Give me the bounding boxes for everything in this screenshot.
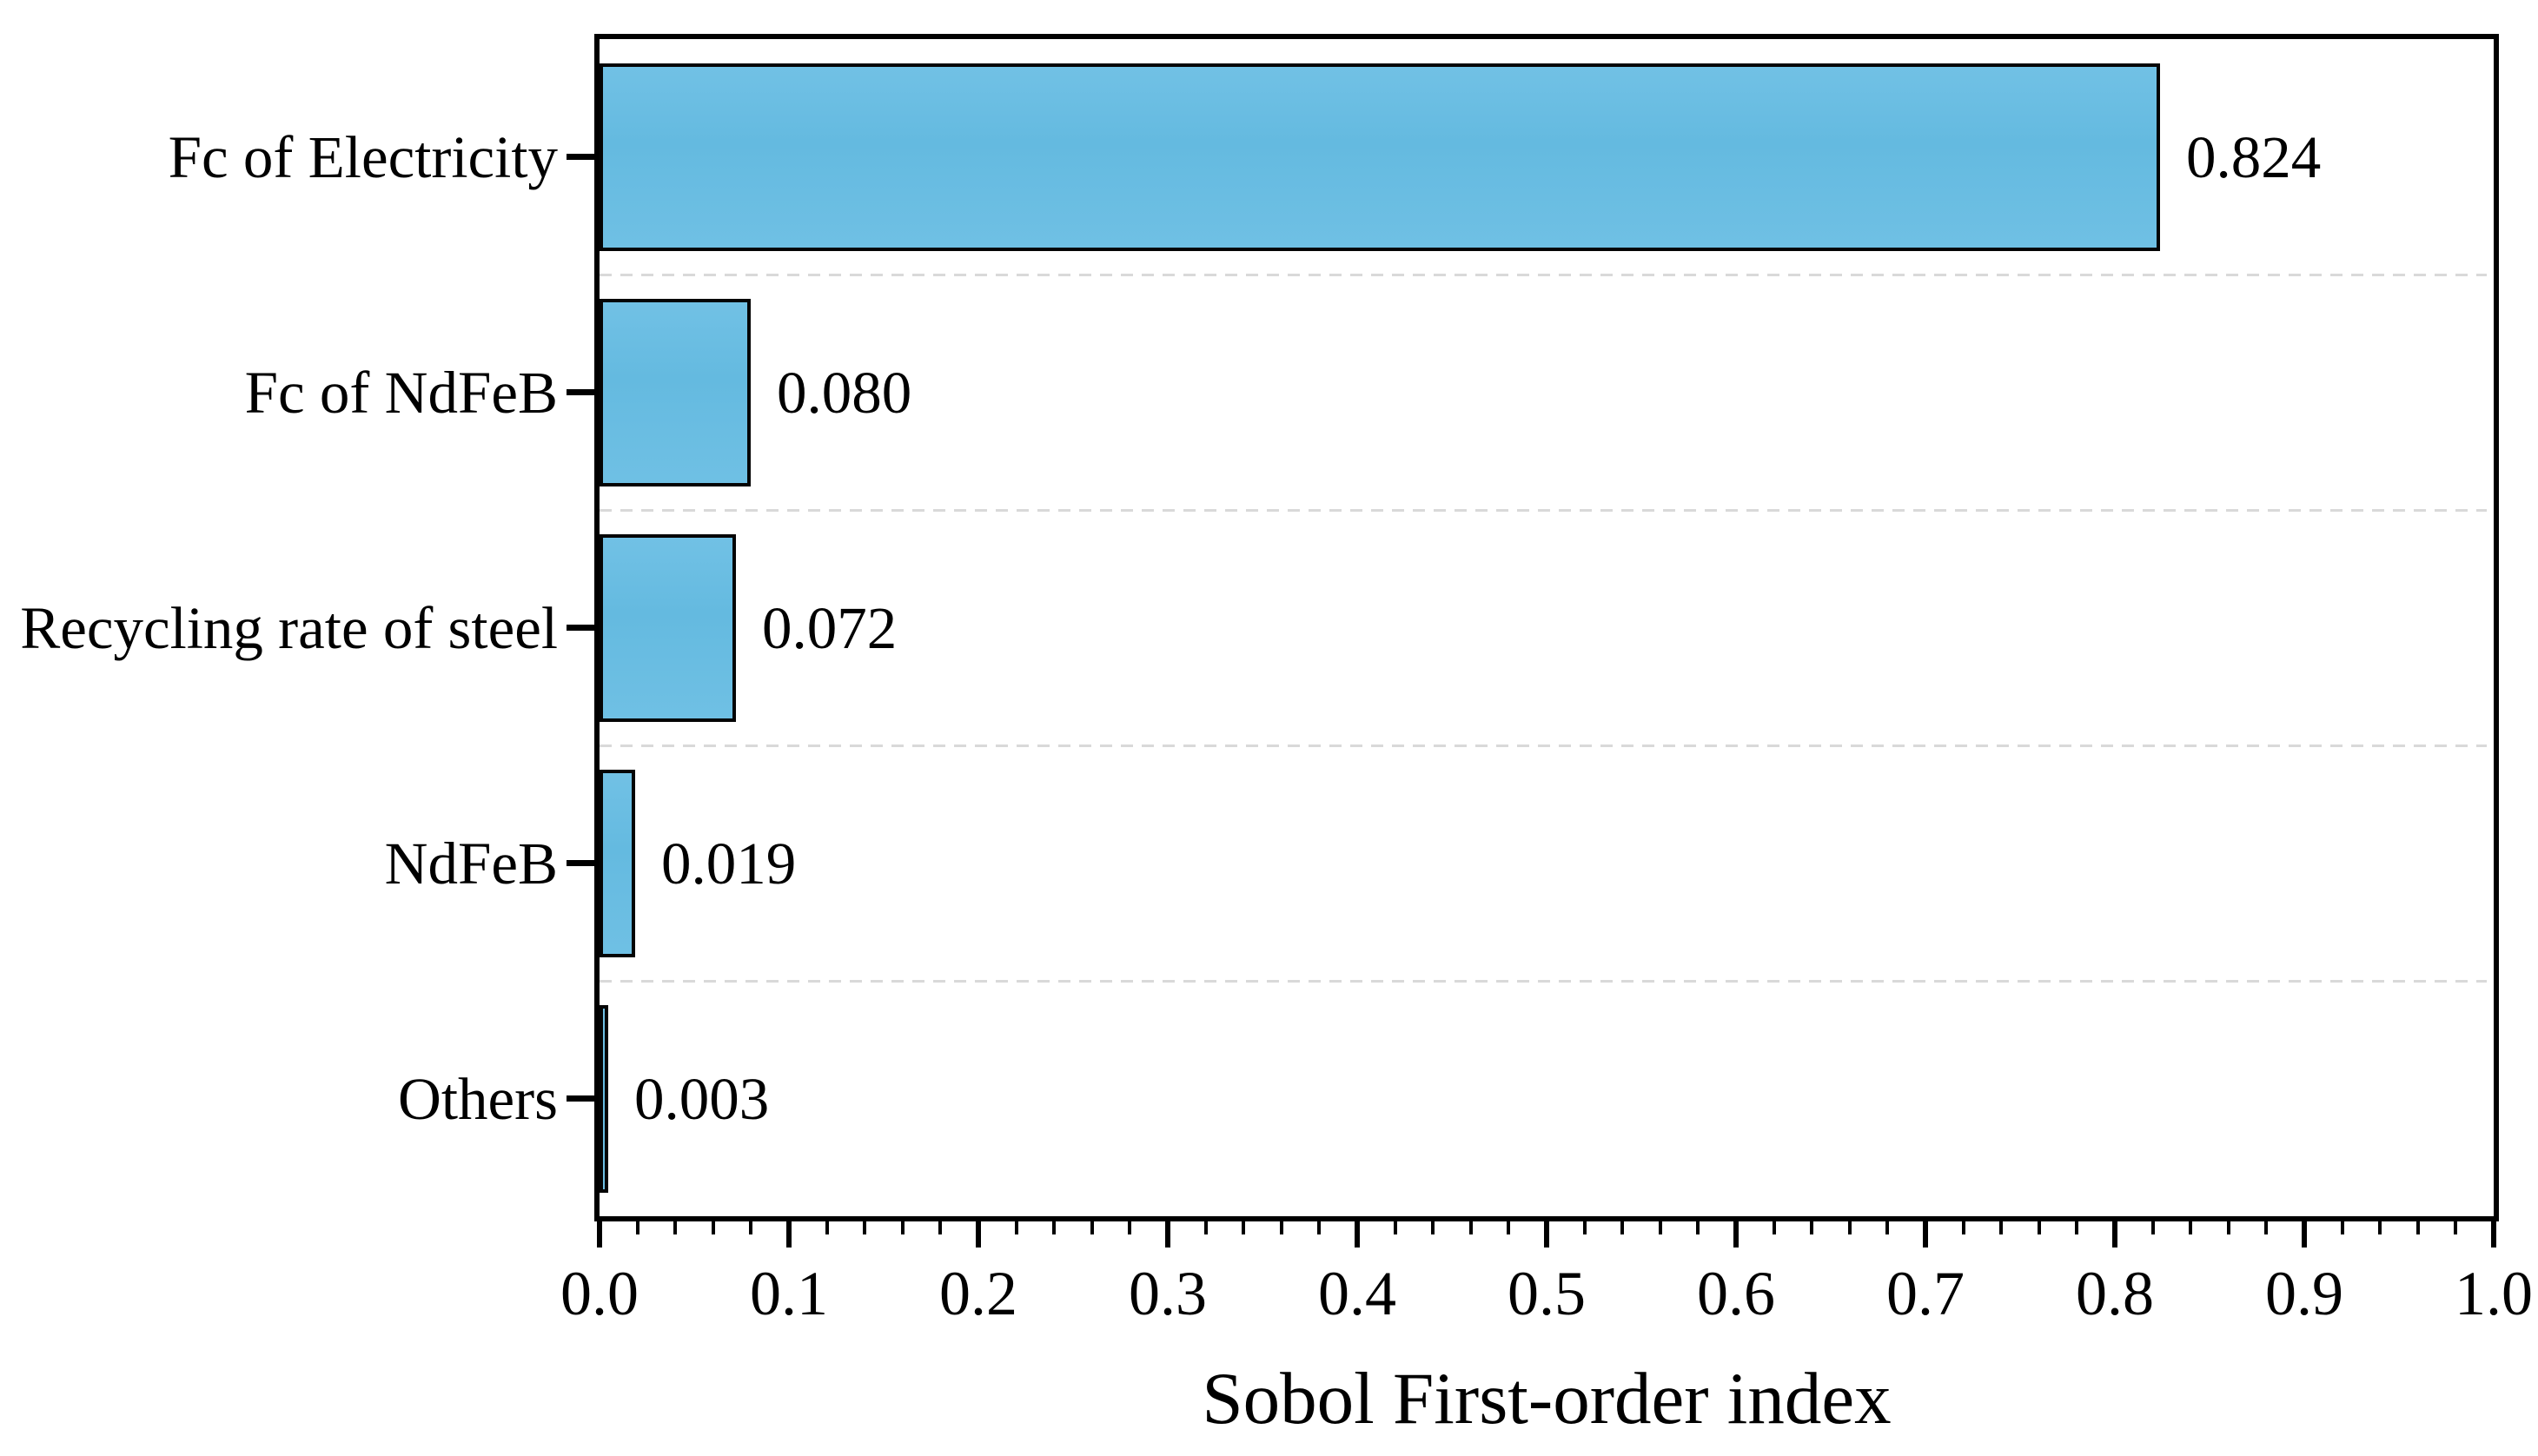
x-axis-minor-tick xyxy=(2226,1221,2230,1234)
category-label: Others xyxy=(398,1065,558,1132)
y-axis-major-tick xyxy=(567,154,600,160)
x-axis-major-tick xyxy=(1733,1221,1739,1248)
x-axis-tick-label: 0.9 xyxy=(2265,1259,2343,1328)
x-axis-major-tick xyxy=(597,1221,602,1248)
category-label: Fc of NdFeB xyxy=(244,359,558,426)
x-axis-major-tick xyxy=(786,1221,792,1248)
x-axis-minor-tick xyxy=(938,1221,943,1234)
x-axis-minor-tick xyxy=(1090,1221,1094,1234)
x-axis-minor-tick xyxy=(673,1221,678,1234)
x-axis-minor-tick xyxy=(635,1221,639,1234)
x-axis-minor-tick xyxy=(1203,1221,1208,1234)
x-axis-minor-tick xyxy=(1885,1221,1890,1234)
x-axis-minor-tick xyxy=(1696,1221,1700,1234)
bar-fc-of-electricity xyxy=(600,63,2160,251)
y-axis-major-tick xyxy=(567,1095,600,1102)
x-axis-minor-tick xyxy=(1279,1221,1283,1234)
x-axis-minor-tick xyxy=(1582,1221,1587,1234)
x-axis-minor-tick xyxy=(2037,1221,2041,1234)
x-axis-minor-tick xyxy=(1014,1221,1018,1234)
y-axis-major-tick xyxy=(567,389,600,395)
x-axis-major-tick xyxy=(1544,1221,1549,1248)
x-axis-minor-tick xyxy=(711,1221,715,1234)
bar-value-label: 0.019 xyxy=(661,830,797,897)
x-axis-minor-tick xyxy=(1468,1221,1473,1234)
x-axis-tick-label: 0.4 xyxy=(1318,1259,1396,1328)
x-axis-tick-label: 0.6 xyxy=(1697,1259,1775,1328)
x-axis-minor-tick xyxy=(1961,1221,1965,1234)
x-axis-minor-tick xyxy=(749,1221,753,1234)
x-axis-tick-label: 0.3 xyxy=(1129,1259,1207,1328)
x-axis-minor-tick xyxy=(2264,1221,2269,1234)
x-axis-tick-label: 0.2 xyxy=(939,1259,1017,1328)
x-axis-minor-tick xyxy=(1393,1221,1397,1234)
category-separator-gridline xyxy=(600,273,2487,276)
x-axis-tick-label: 1.0 xyxy=(2455,1259,2533,1328)
x-axis-major-tick xyxy=(2112,1221,2117,1248)
x-axis-minor-tick xyxy=(2189,1221,2193,1234)
x-axis-minor-tick xyxy=(1999,1221,2004,1234)
x-axis-major-tick xyxy=(2491,1221,2496,1248)
x-axis-minor-tick xyxy=(1317,1221,1322,1234)
x-axis-major-tick xyxy=(1165,1221,1170,1248)
bar-others xyxy=(600,1004,608,1193)
x-axis-minor-tick xyxy=(863,1221,867,1234)
x-axis-minor-tick xyxy=(2075,1221,2079,1234)
bar-recycling-rate-of-steel xyxy=(600,533,736,722)
x-axis-minor-tick xyxy=(2415,1221,2420,1234)
category-separator-gridline xyxy=(600,508,2487,512)
bar-value-label: 0.072 xyxy=(762,594,898,661)
x-axis-minor-tick xyxy=(1242,1221,1246,1234)
x-axis-tick-label: 0.7 xyxy=(1886,1259,1965,1328)
x-axis-tick-label: 0.8 xyxy=(2076,1259,2154,1328)
y-axis-major-tick xyxy=(567,625,600,631)
y-axis-major-tick xyxy=(567,860,600,866)
x-axis-tick-label: 0.5 xyxy=(1508,1259,1586,1328)
x-axis-major-tick xyxy=(976,1221,981,1248)
x-axis-tick-label: 0.0 xyxy=(560,1259,639,1328)
x-axis-minor-tick xyxy=(1772,1221,1776,1234)
x-axis-major-tick xyxy=(1923,1221,1928,1248)
x-axis-minor-tick xyxy=(1847,1221,1852,1234)
x-axis-title: Sobol First-order index xyxy=(1202,1358,1892,1439)
x-axis-minor-tick xyxy=(1658,1221,1662,1234)
x-axis-minor-tick xyxy=(1128,1221,1132,1234)
bar-ndfeb xyxy=(600,769,635,957)
x-axis-minor-tick xyxy=(2150,1221,2155,1234)
bar-value-label: 0.824 xyxy=(2186,123,2322,190)
bar-value-label: 0.080 xyxy=(777,359,912,426)
category-separator-gridline xyxy=(600,744,2487,747)
x-axis-major-tick xyxy=(1355,1221,1360,1248)
x-axis-major-tick xyxy=(2302,1221,2307,1248)
x-axis-minor-tick xyxy=(2340,1221,2344,1234)
x-axis-tick-label: 0.1 xyxy=(750,1259,828,1328)
bar-value-label: 0.003 xyxy=(634,1065,770,1132)
x-axis-minor-tick xyxy=(1620,1221,1625,1234)
category-label: Recycling rate of steel xyxy=(20,594,558,661)
category-label: NdFeB xyxy=(384,830,558,897)
bar-fc-of-ndfeb xyxy=(600,298,751,486)
x-axis-minor-tick xyxy=(1431,1221,1435,1234)
x-axis-minor-tick xyxy=(825,1221,829,1234)
x-axis-minor-tick xyxy=(900,1221,905,1234)
x-axis-minor-tick xyxy=(2378,1221,2382,1234)
x-axis-minor-tick xyxy=(1810,1221,1814,1234)
x-axis-minor-tick xyxy=(2454,1221,2458,1234)
category-separator-gridline xyxy=(600,979,2487,983)
x-axis-minor-tick xyxy=(1507,1221,1511,1234)
x-axis-minor-tick xyxy=(1052,1221,1057,1234)
category-label: Fc of Electricity xyxy=(168,123,558,190)
